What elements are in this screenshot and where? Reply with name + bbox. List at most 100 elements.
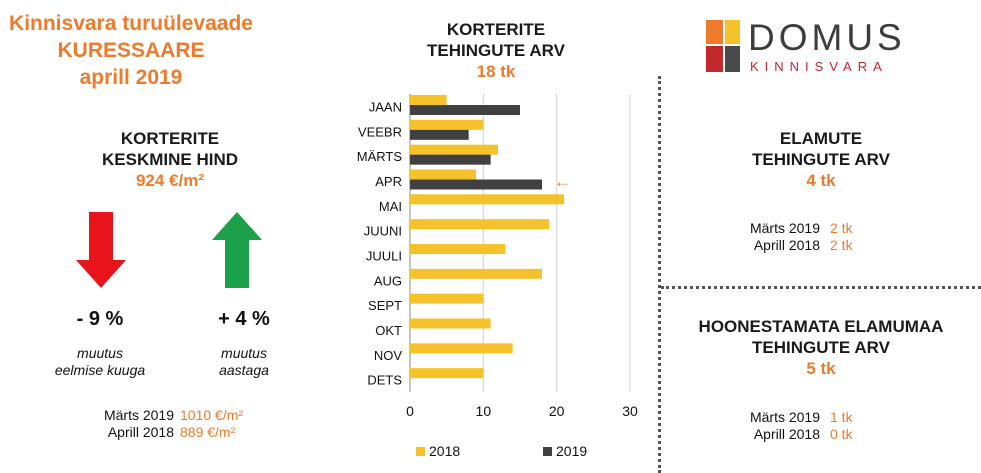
x-tick-label: 20 (549, 403, 565, 419)
compare-value: 0 tk (830, 426, 853, 442)
bar-2018-jaan (410, 95, 447, 105)
vertical-divider (658, 76, 661, 473)
bar-2018-veebr (410, 119, 484, 130)
compare-row: Aprill 2018 2 tk (700, 237, 940, 254)
domus-logo-mark-icon (706, 20, 740, 72)
houses-compare: Märts 2019 2 tk Aprill 2018 2 tk (700, 220, 940, 254)
yearly-change-caption: muutus aastaga (184, 345, 304, 379)
category-label: SEPT (368, 298, 402, 313)
chart-legend: 2018 2019 (416, 443, 587, 459)
apartments-section: KORTERITE TEHINGUTE ARV 18 tk (400, 19, 592, 83)
up-arrow-icon (212, 212, 262, 288)
avg-price-compare: Märts 2019 1010 €/m² Aprill 2018 889 €/m… (60, 407, 280, 441)
yearly-change-value: + 4 % (218, 308, 270, 330)
yearly-caption-line1: muutus (221, 345, 267, 361)
category-label: DETS (367, 373, 402, 388)
land-title-line1: HOONESTAMATA ELAMUMAA (698, 317, 944, 336)
compare-value: 1 tk (830, 409, 853, 425)
category-label: JUUNI (364, 224, 402, 239)
x-tick-label: 0 (406, 403, 414, 419)
horizontal-divider (661, 286, 981, 289)
report-title-line1: Kinnisvara turuülevaade (9, 12, 253, 35)
compare-row: Aprill 2018 889 €/m² (60, 424, 280, 441)
bar-2019-jaan (410, 105, 520, 115)
category-label: AUG (374, 273, 402, 288)
logo-name: DOMUS (748, 17, 906, 58)
legend-swatch (416, 447, 425, 456)
compare-row: Märts 2019 1010 €/m² (60, 407, 280, 424)
compare-value: 2 tk (830, 220, 853, 236)
bar-2018-dets (410, 368, 484, 379)
land-value: 5 tk (806, 359, 836, 378)
compare-value: 1010 €/m² (180, 407, 244, 423)
bar-2018-juuni (410, 219, 550, 230)
chart-grid (409, 94, 631, 392)
land-compare: Märts 2019 1 tk Aprill 2018 0 tk (700, 409, 940, 443)
compare-value: 889 €/m² (180, 424, 236, 440)
report-title: Kinnisvara turuülevaade KURESSAARE april… (0, 10, 262, 91)
chart-annotation: ← (554, 172, 571, 191)
report-title-line3: aprill 2019 (79, 66, 183, 89)
compare-label: Märts 2019 (749, 409, 820, 425)
category-label: VEEBR (358, 124, 402, 139)
compare-label: Aprill 2018 (753, 426, 820, 442)
bar-2019-veebr (410, 129, 469, 140)
bar-2018-aug (410, 268, 542, 279)
apartments-title-line2: TEHINGUTE ARV (427, 41, 565, 60)
compare-label: Märts 2019 (749, 220, 820, 236)
compare-label: Aprill 2018 (107, 424, 174, 440)
legend-label: 2019 (556, 443, 587, 459)
category-label: MAI (379, 199, 402, 214)
land-title-line2: TEHINGUTE ARV (752, 338, 890, 357)
avg-price-value: 924 €/m² (135, 171, 205, 190)
bar-2018-nov (410, 343, 513, 354)
annotation-arrow-icon: ← (554, 172, 571, 191)
bar-2018-okt (410, 318, 491, 329)
legend-label: 2018 (429, 443, 460, 459)
avg-price-title-line1: KORTERITE (120, 129, 220, 148)
apartment-transactions-chart: JAAN VEEBR MÄRTS APR MAI JUUNI JUULI AUG SEPT OKT… (357, 94, 638, 459)
bar-2018-sept (410, 293, 484, 304)
houses-title-line1: ELAMUTE (779, 129, 863, 148)
bar-2018-mai (410, 194, 564, 205)
category-label: JAAN (369, 99, 402, 114)
compare-row: Märts 2019 2 tk (700, 220, 940, 237)
avg-price-title-line2: KESKMINE HIND (101, 150, 238, 169)
houses-value: 4 tk (806, 171, 836, 190)
bar-2018-märts (410, 144, 498, 155)
avg-price-section: KORTERITE KESKMINE HIND 924 €/m² (70, 128, 270, 192)
monthly-change-caption: muutus eelmise kuuga (30, 345, 170, 379)
category-label: APR (375, 174, 402, 189)
category-label: MÄRTS (357, 149, 403, 164)
category-label: JUULI (366, 248, 402, 263)
chart-bars (410, 95, 564, 379)
land-section: HOONESTAMATA ELAMUMAA TEHINGUTE ARV 5 tk (661, 316, 981, 380)
apartments-value: 18 tk (476, 62, 516, 81)
category-label: NOV (374, 348, 403, 363)
chart-category-labels: JAAN VEEBR MÄRTS APR MAI JUUNI JUULI AUG SEPT OKT… (357, 99, 403, 387)
monthly-caption-line2: eelmise kuuga (54, 362, 146, 378)
compare-label: Aprill 2018 (753, 237, 820, 253)
category-label: OKT (375, 323, 402, 338)
down-arrow-icon (76, 212, 126, 288)
report-title-line2: KURESSAARE (57, 39, 205, 62)
compare-row: Märts 2019 1 tk (700, 409, 940, 426)
houses-title-line2: TEHINGUTE ARV (752, 150, 890, 169)
logo-sub: KINNISVARA (750, 59, 888, 74)
x-tick-label: 10 (476, 403, 492, 419)
x-tick-label: 30 (622, 403, 638, 419)
compare-label: Märts 2019 (103, 407, 174, 423)
compare-value: 2 tk (830, 237, 853, 253)
yearly-caption-line2: aastaga (219, 362, 269, 378)
bar-2019-apr (410, 179, 542, 190)
domus-logo: DOMUS KINNISVARA (706, 18, 952, 76)
bar-2019-märts (410, 154, 491, 165)
legend-swatch (543, 447, 552, 456)
monthly-change-value: - 9 % (76, 308, 124, 330)
houses-section: ELAMUTE TEHINGUTE ARV 4 tk (661, 128, 981, 192)
bar-2018-apr (410, 169, 476, 180)
apartments-title-line1: KORTERITE (446, 20, 546, 39)
chart-tick-labels: 0 10 20 30 (406, 403, 638, 419)
monthly-caption-line1: muutus (77, 345, 123, 361)
compare-row: Aprill 2018 0 tk (700, 426, 940, 443)
